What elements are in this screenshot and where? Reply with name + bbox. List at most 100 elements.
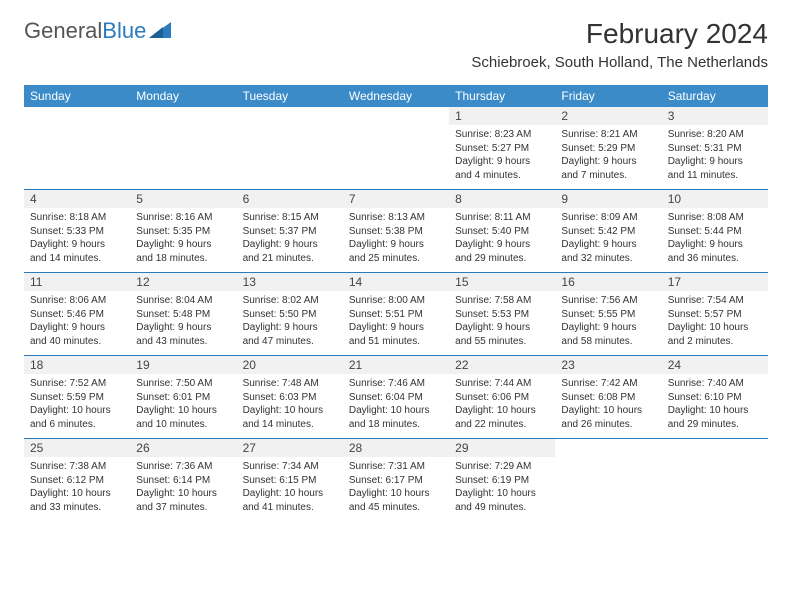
sunrise-text: Sunrise: 7:54 AM <box>668 294 762 308</box>
day-number: 25 <box>24 439 130 457</box>
sunrise-text: Sunrise: 8:06 AM <box>30 294 124 308</box>
sunrise-text: Sunrise: 7:58 AM <box>455 294 549 308</box>
day-cell: 24Sunrise: 7:40 AMSunset: 6:10 PMDayligh… <box>662 356 768 438</box>
sunrise-text: Sunrise: 8:18 AM <box>30 211 124 225</box>
daylight-text: Daylight: 9 hours and 36 minutes. <box>668 238 762 265</box>
sunset-text: Sunset: 6:01 PM <box>136 391 230 405</box>
day-cell: 12Sunrise: 8:04 AMSunset: 5:48 PMDayligh… <box>130 273 236 355</box>
daylight-text: Daylight: 9 hours and 4 minutes. <box>455 155 549 182</box>
sunset-text: Sunset: 5:33 PM <box>30 225 124 239</box>
daylight-text: Daylight: 9 hours and 40 minutes. <box>30 321 124 348</box>
day-cell: 11 Sunrise: 8:06 AMSunset: 5:46 PMDayligh… <box>24 273 130 355</box>
day-cell: 6Sunrise: 8:15 AMSunset: 5:37 PMDaylight… <box>237 190 343 272</box>
day-number: 26 <box>130 439 236 457</box>
day-body: Sunrise: 7:52 AMSunset: 5:59 PMDaylight:… <box>24 374 130 435</box>
sunrise-text: Sunrise: 7:42 AM <box>561 377 655 391</box>
sunrise-text: Sunrise: 7:34 AM <box>243 460 337 474</box>
daylight-text: Daylight: 10 hours and 18 minutes. <box>349 404 443 431</box>
sunrise-text: Sunrise: 7:46 AM <box>349 377 443 391</box>
day-number: 2 <box>555 107 661 125</box>
dow-monday: Monday <box>130 85 236 107</box>
sunrise-text: Sunrise: 7:50 AM <box>136 377 230 391</box>
day-cell <box>24 107 130 189</box>
sunrise-text: Sunrise: 8:20 AM <box>668 128 762 142</box>
day-number: 29 <box>449 439 555 457</box>
sunrise-text: Sunrise: 8:16 AM <box>136 211 230 225</box>
sunset-text: Sunset: 5:37 PM <box>243 225 337 239</box>
sunrise-text: Sunrise: 7:40 AM <box>668 377 762 391</box>
day-body: Sunrise: 8:02 AMSunset: 5:50 PMDaylight:… <box>237 291 343 352</box>
sunset-text: Sunset: 6:19 PM <box>455 474 549 488</box>
sunset-text: Sunset: 5:59 PM <box>30 391 124 405</box>
daylight-text: Daylight: 9 hours and 51 minutes. <box>349 321 443 348</box>
day-body: Sunrise: 7:36 AMSunset: 6:14 PMDaylight:… <box>130 457 236 518</box>
day-number: 14 <box>343 273 449 291</box>
sunset-text: Sunset: 5:35 PM <box>136 225 230 239</box>
day-cell <box>343 107 449 189</box>
day-cell: 2Sunrise: 8:21 AMSunset: 5:29 PMDaylight… <box>555 107 661 189</box>
sunrise-text: Sunrise: 8:08 AM <box>668 211 762 225</box>
day-cell: 9Sunrise: 8:09 AMSunset: 5:42 PMDaylight… <box>555 190 661 272</box>
day-number: 22 <box>449 356 555 374</box>
sunrise-text: Sunrise: 7:52 AM <box>30 377 124 391</box>
logo-text-general: General <box>24 18 102 44</box>
calendar: Sunday Monday Tuesday Wednesday Thursday… <box>24 85 768 521</box>
day-number: 7 <box>343 190 449 208</box>
day-body: Sunrise: 7:58 AMSunset: 5:53 PMDaylight:… <box>449 291 555 352</box>
day-number: 19 <box>130 356 236 374</box>
week-row: 11Sunrise: 8:06 AMSunset: 5:46 PMDayligh… <box>24 273 768 356</box>
sunrise-text: Sunrise: 8:21 AM <box>561 128 655 142</box>
title-block: February 2024 Schiebroek, South Holland,… <box>471 18 768 71</box>
day-number: 27 <box>237 439 343 457</box>
dow-friday: Friday <box>555 85 661 107</box>
day-number: 4 <box>24 190 130 208</box>
day-cell: 20Sunrise: 7:48 AMSunset: 6:03 PMDayligh… <box>237 356 343 438</box>
sunset-text: Sunset: 5:31 PM <box>668 142 762 156</box>
sunrise-text: Sunrise: 8:11 AM <box>455 211 549 225</box>
daylight-text: Daylight: 10 hours and 41 minutes. <box>243 487 337 514</box>
daylight-text: Daylight: 9 hours and 29 minutes. <box>455 238 549 265</box>
sunset-text: Sunset: 5:27 PM <box>455 142 549 156</box>
sunrise-text: Sunrise: 7:29 AM <box>455 460 549 474</box>
day-body: Sunrise: 7:29 AMSunset: 6:19 PMDaylight:… <box>449 457 555 518</box>
day-number: 13 <box>237 273 343 291</box>
day-cell: 10Sunrise: 8:08 AMSunset: 5:44 PMDayligh… <box>662 190 768 272</box>
day-cell: 14Sunrise: 8:00 AMSunset: 5:51 PMDayligh… <box>343 273 449 355</box>
sunrise-text: Sunrise: 8:00 AM <box>349 294 443 308</box>
day-number: 11 <box>24 273 130 291</box>
day-number: 20 <box>237 356 343 374</box>
day-cell: 23Sunrise: 7:42 AMSunset: 6:08 PMDayligh… <box>555 356 661 438</box>
day-body: Sunrise: 8:13 AMSunset: 5:38 PMDaylight:… <box>343 208 449 269</box>
sunset-text: Sunset: 6:17 PM <box>349 474 443 488</box>
sunrise-text: Sunrise: 7:56 AM <box>561 294 655 308</box>
month-title: February 2024 <box>471 18 768 50</box>
sunset-text: Sunset: 6:14 PM <box>136 474 230 488</box>
daylight-text: Daylight: 10 hours and 10 minutes. <box>136 404 230 431</box>
day-cell: 27Sunrise: 7:34 AMSunset: 6:15 PMDayligh… <box>237 439 343 521</box>
sunset-text: Sunset: 5:42 PM <box>561 225 655 239</box>
sunset-text: Sunset: 5:46 PM <box>30 308 124 322</box>
day-number: 18 <box>24 356 130 374</box>
daylight-text: Daylight: 10 hours and 6 minutes. <box>30 404 124 431</box>
location-text: Schiebroek, South Holland, The Netherlan… <box>471 54 768 71</box>
daylight-text: Daylight: 9 hours and 43 minutes. <box>136 321 230 348</box>
day-cell: 25Sunrise: 7:38 AMSunset: 6:12 PMDayligh… <box>24 439 130 521</box>
day-cell: 21Sunrise: 7:46 AMSunset: 6:04 PMDayligh… <box>343 356 449 438</box>
day-body: Sunrise: 7:50 AMSunset: 6:01 PMDaylight:… <box>130 374 236 435</box>
sunset-text: Sunset: 6:06 PM <box>455 391 549 405</box>
sunrise-text: Sunrise: 7:38 AM <box>30 460 124 474</box>
daylight-text: Daylight: 9 hours and 55 minutes. <box>455 321 549 348</box>
daylight-text: Daylight: 10 hours and 26 minutes. <box>561 404 655 431</box>
day-cell <box>237 107 343 189</box>
sunset-text: Sunset: 5:50 PM <box>243 308 337 322</box>
daylight-text: Daylight: 10 hours and 37 minutes. <box>136 487 230 514</box>
day-body: Sunrise: 8:15 AMSunset: 5:37 PMDaylight:… <box>237 208 343 269</box>
day-cell: 5Sunrise: 8:16 AMSunset: 5:35 PMDaylight… <box>130 190 236 272</box>
day-number: 16 <box>555 273 661 291</box>
day-cell <box>130 107 236 189</box>
week-row: 18Sunrise: 7:52 AMSunset: 5:59 PMDayligh… <box>24 356 768 439</box>
day-body: Sunrise: 7:44 AMSunset: 6:06 PMDaylight:… <box>449 374 555 435</box>
sunrise-text: Sunrise: 7:48 AM <box>243 377 337 391</box>
dow-wednesday: Wednesday <box>343 85 449 107</box>
day-cell: 3Sunrise: 8:20 AMSunset: 5:31 PMDaylight… <box>662 107 768 189</box>
